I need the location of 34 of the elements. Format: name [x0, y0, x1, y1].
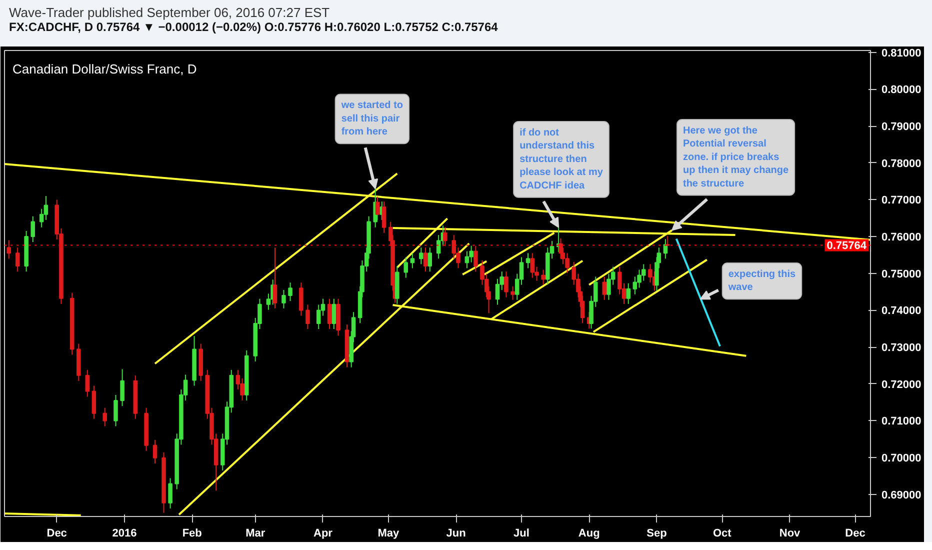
y-tick-label: 0.81000: [882, 47, 922, 60]
x-tick-label: 2016: [112, 528, 137, 540]
x-tick-label: Sep: [646, 528, 668, 540]
y-tick-label: 0.75000: [882, 268, 922, 280]
x-tick-label: Feb: [182, 528, 202, 540]
x-tick-label: Mar: [246, 528, 266, 540]
x-tick-label: Oct: [713, 528, 732, 540]
y-tick-label: 0.79000: [882, 121, 922, 134]
y-tick-label: 0.70000: [882, 452, 922, 465]
y-tick-label: 0.73000: [882, 342, 922, 354]
y-tick-label: 0.69000: [882, 489, 922, 502]
x-tick-label: Jul: [514, 528, 530, 540]
y-tick-label: 0.72000: [882, 378, 922, 391]
y-tick-label: 0.74000: [882, 305, 922, 318]
annotation: Here we got the Potential reversal zone. if price breaks up then it may change the structure: [682, 125, 790, 190]
x-tick-label: Jun: [446, 528, 466, 540]
x-tick-label: Dec: [845, 528, 866, 540]
y-tick-label: 0.71000: [882, 416, 922, 428]
y-tick-label: 0.77000: [882, 194, 922, 207]
x-tick-label: Aug: [578, 528, 600, 540]
x-tick-label: Apr: [314, 528, 334, 540]
x-tick-label: May: [378, 528, 400, 540]
y-tick-label: 0.78000: [882, 158, 922, 170]
y-tick-label: 0.80000: [882, 84, 922, 96]
annotation: expecting this wave: [727, 268, 796, 294]
annotation: if do not understand this structure then please look at my CADCHF idea: [520, 128, 604, 192]
annotation: we started to sell this pair from here: [340, 100, 404, 138]
ref-line-label: 0.75764: [826, 240, 868, 252]
chart-subtitle: FX:CADCHF, D 0.75764 ▼ −0.00012 (−0.02%) O:0.75776 H:0.76020 L:0.75752 C:0.75764: [9, 20, 498, 34]
y-tick-label: 0.76000: [882, 232, 922, 244]
x-tick-label: Dec: [46, 528, 67, 540]
text: Canadian Dollar/Swiss Franc, D: [12, 62, 197, 76]
x-tick-label: Nov: [779, 528, 802, 540]
text: Wave-Trader published September 06, 2016 07:27 EST: [9, 5, 331, 20]
